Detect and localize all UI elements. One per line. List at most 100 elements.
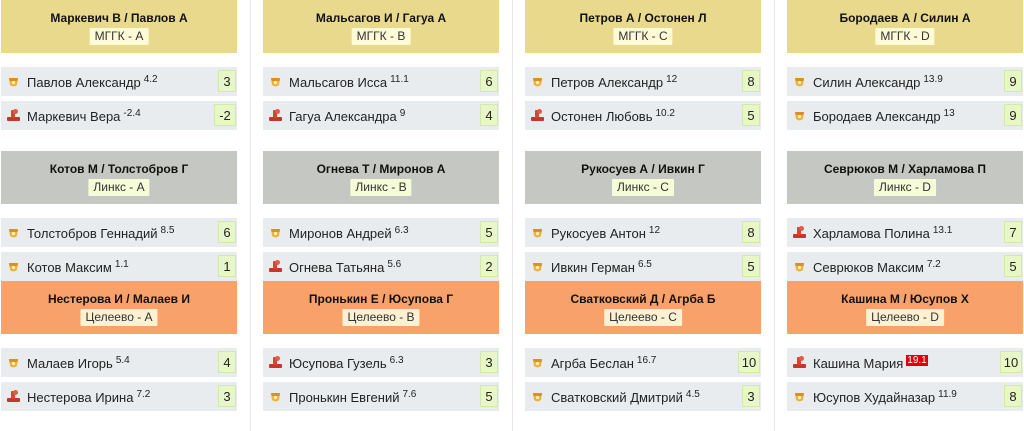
team-badge[interactable]: Линкс - D xyxy=(874,179,936,196)
player-rating: 16.7 xyxy=(636,355,657,366)
team-badge[interactable]: Целеево - D xyxy=(866,309,944,326)
player-name[interactable]: Рукосуев Антон 12 xyxy=(551,225,660,241)
match-card[interactable]: Мальсагов И / Гагуа А МГГК - B Мальсагов И… xyxy=(263,0,499,131)
match-card[interactable]: Петров А / Остонен Л МГГК - C Петров Алекс… xyxy=(525,0,761,131)
match-card[interactable]: Маркевич В / Павлов А МГГК - A Павлов Алек… xyxy=(1,0,237,131)
player-name[interactable]: Силин Александр 13.9 xyxy=(813,74,943,90)
player-name[interactable]: Кашина Мария 19.1 xyxy=(813,355,928,371)
match-card[interactable]: Рукосуев А / Ивкин Г Линкс - C Рукосуев Ан… xyxy=(525,151,761,282)
player-rating: 9 xyxy=(399,108,406,119)
player-name[interactable]: Юсупова Гузель 6.3 xyxy=(289,355,404,371)
player-score: 8 xyxy=(1004,385,1022,407)
player-name[interactable]: Петров Александр 12 xyxy=(551,74,677,90)
team-badge[interactable]: Линкс - B xyxy=(350,179,412,196)
team-badge[interactable]: Целеево - B xyxy=(342,309,420,326)
player-name[interactable]: Мальсагов Исса 11.1 xyxy=(289,74,409,90)
player-name-text: Агрба Беслан xyxy=(551,356,634,371)
player-row[interactable]: Юсупова Гузель 6.3 3 xyxy=(263,348,499,377)
pair-title: Кашина М / Юсупов Х xyxy=(841,292,969,306)
match-header: Петров А / Остонен Л МГГК - C xyxy=(525,0,761,53)
player-name-text: Петров Александр xyxy=(551,75,664,90)
team-badge[interactable]: МГГК - B xyxy=(351,28,411,45)
player-name[interactable]: Ивкин Герман 6.5 xyxy=(551,259,652,275)
pair-title: Огнева Т / Миронов А xyxy=(316,162,446,176)
female-player-icon xyxy=(530,108,545,123)
player-name[interactable]: Павлов Александр 4.2 xyxy=(27,74,158,90)
match-header: Пронькин Е / Юсупова Г Целеево - B xyxy=(263,281,499,334)
match-card[interactable]: Нестерова И / Малаев И Целеево - A Малаев … xyxy=(1,281,237,412)
team-badge[interactable]: Линкс - A xyxy=(88,179,150,196)
team-badge[interactable]: Целеево - A xyxy=(80,309,158,326)
player-row[interactable]: Агрба Беслан 16.7 10 xyxy=(525,348,761,377)
player-row[interactable]: Павлов Александр 4.2 3 xyxy=(1,67,237,96)
player-name-text: Павлов Александр xyxy=(27,75,141,90)
player-name[interactable]: Маркевич Вера -2.4 xyxy=(27,108,141,124)
player-name-text: Мальсагов Исса xyxy=(289,75,388,90)
match-card[interactable]: Бородаев А / Силин А МГГК - D Силин Алекса… xyxy=(787,0,1023,131)
player-row[interactable]: Кашина Мария 19.1 10 xyxy=(787,348,1023,377)
player-row[interactable]: Миронов Андрей 6.3 5 xyxy=(263,218,499,247)
player-name[interactable]: Сватковский Дмитрий 4.5 xyxy=(551,389,700,405)
player-name[interactable]: Миронов Андрей 6.3 xyxy=(289,225,409,241)
match-header: Котов М / Толстобров Г Линкс - A xyxy=(1,151,237,204)
team-badge[interactable]: МГГК - D xyxy=(875,28,935,45)
male-player-icon xyxy=(792,259,807,274)
player-row[interactable]: Толстобров Геннадий 8.5 6 xyxy=(1,218,237,247)
team-badge[interactable]: МГГК - C xyxy=(613,28,673,45)
pair-title: Мальсагов И / Гагуа А xyxy=(315,11,447,25)
player-row[interactable]: Огнева Татьяна 5.6 2 xyxy=(263,252,499,281)
player-name[interactable]: Малаев Игорь 5.4 xyxy=(27,355,130,371)
player-name[interactable]: Пронькин Евгений 7.6 xyxy=(289,389,416,405)
player-row[interactable]: Пронькин Евгений 7.6 5 xyxy=(263,382,499,411)
pair-title: Нестерова И / Малаев И xyxy=(47,292,191,306)
player-row[interactable]: Сватковский Дмитрий 4.5 3 xyxy=(525,382,761,411)
player-name[interactable]: Толстобров Геннадий 8.5 xyxy=(27,225,174,241)
match-card[interactable]: Котов М / Толстобров Г Линкс - A Толстобро… xyxy=(1,151,237,282)
player-name[interactable]: Бородаев Александр 13 xyxy=(813,108,955,124)
player-name[interactable]: Агрба Беслан 16.7 xyxy=(551,355,657,371)
player-row[interactable]: Харламова Полина 13.1 7 xyxy=(787,218,1023,247)
player-row[interactable]: Рукосуев Антон 12 8 xyxy=(525,218,761,247)
player-row[interactable]: Бородаев Александр 13 9 xyxy=(787,101,1023,130)
player-row[interactable]: Силин Александр 13.9 9 xyxy=(787,67,1023,96)
player-row[interactable]: Гагуа Александра 9 4 xyxy=(263,101,499,130)
player-name[interactable]: Гагуа Александра 9 xyxy=(289,108,406,124)
team-badge[interactable]: Линкс - C xyxy=(612,179,674,196)
player-name[interactable]: Харламова Полина 13.1 xyxy=(813,225,952,241)
male-player-icon xyxy=(792,108,807,123)
player-row[interactable]: Петров Александр 12 8 xyxy=(525,67,761,96)
match-card[interactable]: Кашина М / Юсупов Х Целеево - D Кашина Мар… xyxy=(787,281,1023,412)
player-name-text: Севрюков Максим xyxy=(813,260,924,275)
player-row[interactable]: Остонен Любовь 10.2 5 xyxy=(525,101,761,130)
player-row[interactable]: Мальсагов Исса 11.1 6 xyxy=(263,67,499,96)
player-name[interactable]: Остонен Любовь 10.2 xyxy=(551,108,675,124)
player-name[interactable]: Котов Максим 1.1 xyxy=(27,259,129,275)
team-badge[interactable]: Целеево - C xyxy=(604,309,682,326)
player-score: 10 xyxy=(738,351,760,373)
player-name[interactable]: Севрюков Максим 7.2 xyxy=(813,259,941,275)
match-card[interactable]: Пронькин Е / Юсупова Г Целеево - B Юсупова… xyxy=(263,281,499,412)
player-row[interactable]: Котов Максим 1.1 1 xyxy=(1,252,237,281)
team-badge[interactable]: МГГК - A xyxy=(89,28,149,45)
player-row[interactable]: Севрюков Максим 7.2 5 xyxy=(787,252,1023,281)
pair-title: Котов М / Толстобров Г xyxy=(49,162,189,176)
match-header: Маркевич В / Павлов А МГГК - A xyxy=(1,0,237,53)
player-row[interactable]: Ивкин Герман 6.5 5 xyxy=(525,252,761,281)
player-score: 7 xyxy=(1004,221,1022,243)
player-row[interactable]: Маркевич Вера -2.4 -2 xyxy=(1,101,237,130)
match-header: Огнева Т / Миронов А Линкс - B xyxy=(263,151,499,204)
player-row[interactable]: Юсупов Худайназар 11.9 8 xyxy=(787,382,1023,411)
player-name[interactable]: Нестерова Ирина 7.2 xyxy=(27,389,150,405)
match-header: Рукосуев А / Ивкин Г Линкс - C xyxy=(525,151,761,204)
player-name[interactable]: Огнева Татьяна 5.6 xyxy=(289,259,401,275)
match-card[interactable]: Огнева Т / Миронов А Линкс - B Миронов Анд… xyxy=(263,151,499,282)
player-name-text: Ивкин Герман xyxy=(551,260,635,275)
player-row[interactable]: Нестерова Ирина 7.2 3 xyxy=(1,382,237,411)
match-card[interactable]: Сватковский Д / Агрба Б Целеево - C Агрба … xyxy=(525,281,761,412)
player-row[interactable]: Малаев Игорь 5.4 4 xyxy=(1,348,237,377)
column-divider xyxy=(512,0,513,431)
player-name[interactable]: Юсупов Худайназар 11.9 xyxy=(813,389,957,405)
match-card[interactable]: Севрюков М / Харламова П Линкс - D Харламо… xyxy=(787,151,1023,282)
player-rating: 6.3 xyxy=(394,225,409,236)
